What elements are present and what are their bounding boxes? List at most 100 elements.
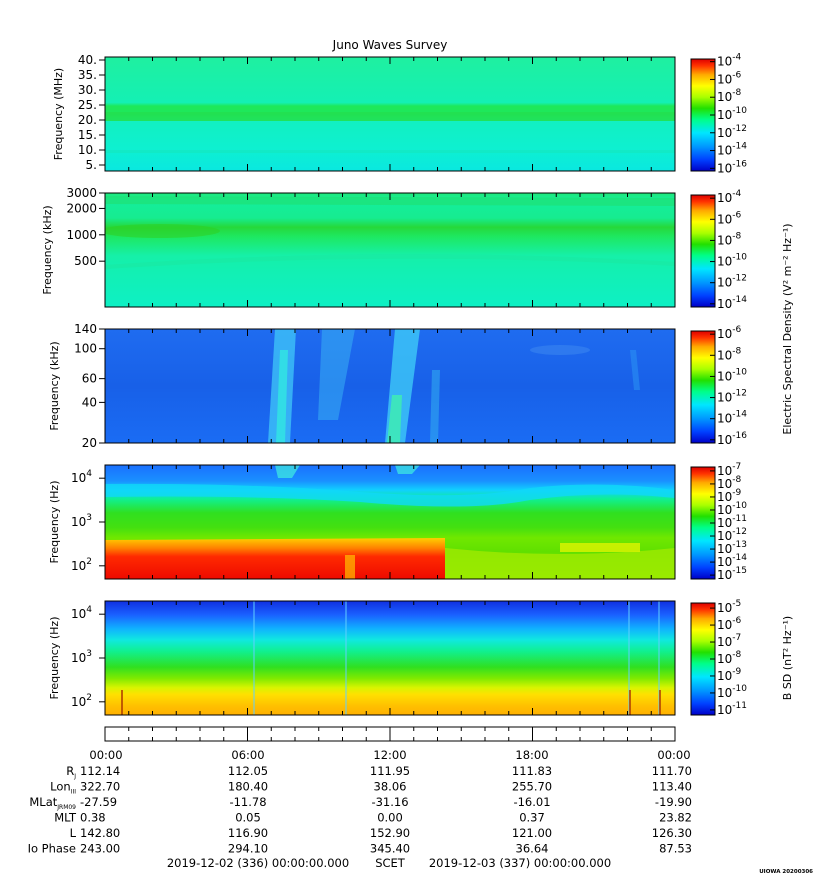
- colorbar-tick-label: 10-8: [717, 88, 742, 104]
- panel-4-cool-gap: [345, 555, 355, 579]
- colorbar-tick-exponent: -8: [732, 231, 741, 241]
- ephemeris-value: 116.90: [228, 826, 268, 840]
- panel-1-y-axis: 40.35.30.25.20.15.10.5. Frequency (MHz): [52, 53, 105, 172]
- colorbar-tick-label: 10-10: [717, 106, 747, 122]
- colorbar-tick-exponent: -12: [732, 124, 747, 134]
- ephemeris-label-subscript: III: [71, 789, 77, 796]
- ephemeris-value: 87.53: [659, 842, 692, 856]
- time-label: 18:00: [515, 748, 548, 762]
- colorbar-tick-label: 10-9: [717, 667, 742, 683]
- y-tick-label: 20.: [78, 113, 97, 127]
- colorbar-tick-label: 10-8: [717, 231, 742, 247]
- ephemeris-value: -19.90: [655, 795, 692, 809]
- y-tick-label: 140: [74, 322, 97, 336]
- y-tick-label: 35.: [78, 68, 97, 82]
- time-label: 00:00: [657, 748, 690, 762]
- ephemeris-value: 142.80: [80, 826, 120, 840]
- ephemeris-value: 112.14: [80, 764, 120, 778]
- ephemeris-value: 111.70: [652, 764, 692, 778]
- y-axis-label: Frequency (Hz): [48, 617, 61, 700]
- ephemeris-value: 111.83: [512, 764, 552, 778]
- colorbar-tick-label: 10-14: [717, 295, 747, 311]
- panel-3-heatmap: [105, 329, 675, 443]
- colorbar-tick-label: 10-12: [717, 274, 747, 290]
- y-tick-label: 1000: [66, 228, 97, 242]
- ephemeris-label: MLT: [54, 811, 77, 825]
- ephemeris-value: 180.40: [228, 780, 268, 794]
- footer-scet: SCET: [375, 856, 406, 870]
- colorbar-tick-exponent: -12: [732, 274, 747, 284]
- panel-1-features: [105, 112, 675, 153]
- colorbar-tick-exponent: -14: [732, 295, 747, 305]
- panel-4-colorbar: 10-710-810-910-1010-1110-1210-1310-1410-…: [690, 462, 747, 582]
- y-tick-label: 102: [71, 557, 92, 573]
- ephemeris-value: 0.05: [235, 811, 261, 825]
- panel-4-warm-tail: [445, 548, 675, 579]
- y-tick-label: 100: [74, 342, 97, 356]
- colorbar-tick-exponent: -12: [732, 389, 747, 399]
- panel-5-spike-3: [628, 601, 630, 715]
- panel-2-lower-arc: [105, 254, 675, 269]
- panel-5-spike-2: [345, 601, 347, 715]
- colorbar-tick-exponent: -4: [732, 53, 741, 63]
- panel-5-dark-mark-1: [121, 690, 123, 715]
- colorbar-tick-label: 10-5: [717, 599, 741, 615]
- ephemeris-value: 294.10: [228, 842, 268, 856]
- panel-5-spike-1: [253, 601, 255, 715]
- colorbar-tick-exponent: -8: [732, 88, 741, 98]
- panel-3-colorbar: 10-6 10-8 10-10 10-12 10-14 10-16: [690, 325, 747, 447]
- y-tick-label: 15.: [78, 128, 97, 142]
- panel-5-dark-mark-3: [659, 690, 661, 715]
- ephemeris-value: 0.00: [377, 811, 403, 825]
- y-axis-label: Frequency (MHz): [52, 68, 65, 160]
- colorbar-tick-label: 10-7: [717, 633, 741, 649]
- colorbar-tick-label: 10-6: [717, 210, 742, 226]
- y-tick-label: 5.: [86, 158, 97, 172]
- ephemeris-value: 36.64: [516, 842, 549, 856]
- y-tick-label: 20: [82, 436, 97, 450]
- panel-4-heatmap: [105, 465, 675, 579]
- time-label: 06:00: [231, 748, 264, 762]
- colorbar-tick-label: 10-10: [717, 367, 747, 383]
- ephemeris-value: 121.00: [512, 826, 552, 840]
- colorbar-tick-label: 10-16: [717, 431, 747, 447]
- panel-3-burst-1-core: [276, 350, 288, 443]
- colorbar-tick-exponent: -16: [732, 159, 747, 169]
- colorbar-tick-label: 10-6: [717, 325, 742, 341]
- ephemeris-value: 345.40: [370, 842, 410, 856]
- ephemeris-value: 322.70: [80, 780, 120, 794]
- ephemeris-row: Io Phase 243.00 294.10 345.40 36.64 87.53: [28, 842, 692, 856]
- colorbar-tick-exponent: -6: [732, 210, 741, 220]
- y-axis-label: Frequency (Hz): [48, 481, 61, 564]
- ephemeris-value: 0.37: [519, 811, 545, 825]
- panel-5-features: [121, 601, 661, 715]
- colorbar-tick-label: 10-11: [717, 701, 747, 717]
- panel-4-top-bursts: [275, 465, 420, 478]
- colorbar-tick-exponent: -4: [732, 189, 741, 199]
- panel-2-heatmap: [105, 193, 675, 307]
- colorbar-tick-label: 10-6: [717, 616, 742, 632]
- ephemeris-label-subscript: JRM09: [56, 804, 76, 811]
- colorbar-tick-exponent: -16: [732, 431, 747, 441]
- time-axis-ticks: [104, 727, 676, 741]
- colorbar-tick-exponent: -10: [732, 501, 747, 511]
- y-tick-label: 40.: [78, 53, 97, 67]
- ephemeris-label-subscript: J: [73, 773, 76, 780]
- panel-1-band-8mhz: [105, 150, 675, 153]
- colorbar-tick-exponent: -6: [732, 325, 741, 335]
- panel-1-band-20mhz: [105, 112, 675, 121]
- ephemeris-value: 113.40: [652, 780, 692, 794]
- ephemeris-value: 111.95: [370, 764, 410, 778]
- y-tick-label: 500: [74, 254, 97, 268]
- ephemeris-row: MLatJRM09 -27.59 -11.78 -31.16 -16.01 -19.90: [29, 795, 692, 811]
- colorbar-tick-label: 10-4: [717, 53, 742, 69]
- footer-end-time: 2019-12-03 (337) 00:00:00.000: [429, 856, 611, 870]
- colorbar-tick-exponent: -10: [732, 253, 747, 263]
- y-tick-exponent: 3: [86, 513, 92, 523]
- colorbar-tick-label: 10-8: [717, 650, 742, 666]
- ephemeris-value: 23.82: [659, 811, 692, 825]
- ephemeris-row: LonIII 322.70 180.40 38.06 255.70 113.40: [50, 780, 692, 796]
